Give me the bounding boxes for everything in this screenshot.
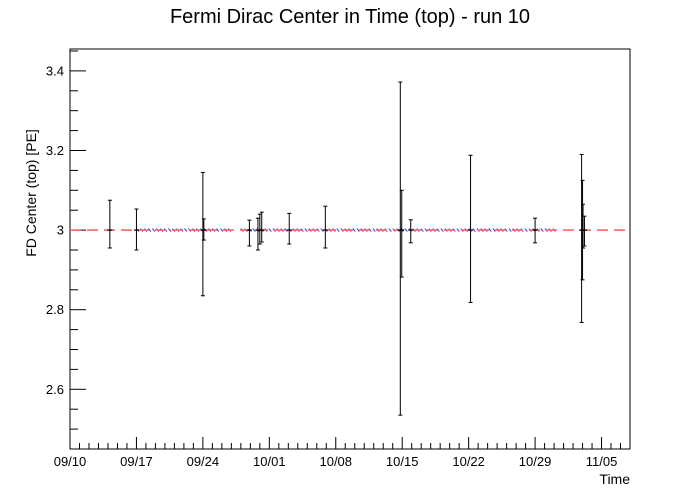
data-marker	[220, 228, 224, 232]
data-marker	[424, 228, 428, 232]
data-marker	[148, 228, 152, 232]
data-marker	[388, 228, 392, 232]
x-tick-label: 09/24	[187, 454, 220, 469]
data-marker	[472, 228, 476, 232]
data-marker	[352, 228, 356, 232]
data-marker	[492, 228, 496, 232]
data-marker	[320, 228, 324, 232]
data-marker	[336, 228, 340, 232]
y-axis-title: FD Center (top) [PE]	[23, 129, 39, 257]
data-marker	[184, 228, 188, 232]
data-marker	[168, 228, 172, 232]
data-marker	[372, 228, 376, 232]
data-marker	[504, 228, 508, 232]
data-marker	[456, 228, 460, 232]
data-marker	[524, 228, 528, 232]
y-tick-label: 3	[57, 223, 64, 238]
x-tick-label: 09/17	[120, 454, 153, 469]
x-tick-label: 10/29	[519, 454, 552, 469]
data-marker	[268, 228, 272, 232]
x-axis-title: Time	[599, 471, 630, 487]
plot-area	[70, 81, 630, 416]
data-marker	[488, 228, 492, 232]
plot-frame	[69, 48, 631, 450]
data-marker	[508, 228, 512, 232]
data-marker	[368, 228, 372, 232]
y-tick-label: 3.2	[46, 143, 64, 158]
data-marker	[216, 228, 220, 232]
x-tick-label: 11/05	[586, 454, 618, 469]
data-marker	[300, 228, 304, 232]
x-tick-label: 09/10	[54, 454, 87, 469]
x-tick-label: 10/01	[253, 454, 286, 469]
data-marker	[436, 228, 440, 232]
y-tick-label: 2.8	[46, 302, 64, 317]
y-tick-label: 3.4	[46, 63, 64, 78]
x-tick-label: 10/15	[386, 454, 419, 469]
data-marker	[404, 228, 408, 232]
data-marker	[440, 228, 444, 232]
chart-title: Fermi Dirac Center in Time (top) - run 1…	[170, 6, 530, 28]
data-marker	[356, 228, 360, 232]
data-marker	[304, 228, 308, 232]
data-marker	[284, 228, 288, 232]
y-axis: 2.6 2.8 3 3.2 3.4	[46, 50, 86, 450]
x-tick-label: 10/22	[452, 454, 485, 469]
x-axis: 09/10 09/17 09/24 10/01 10/08 10/15 10/22 10/29…	[54, 437, 631, 469]
data-marker	[152, 228, 156, 232]
data-marker	[420, 228, 424, 232]
y-tick-label: 2.6	[46, 382, 64, 397]
x-tick-label: 10/08	[319, 454, 352, 469]
data-marker	[252, 228, 256, 232]
data-marker	[540, 228, 544, 232]
